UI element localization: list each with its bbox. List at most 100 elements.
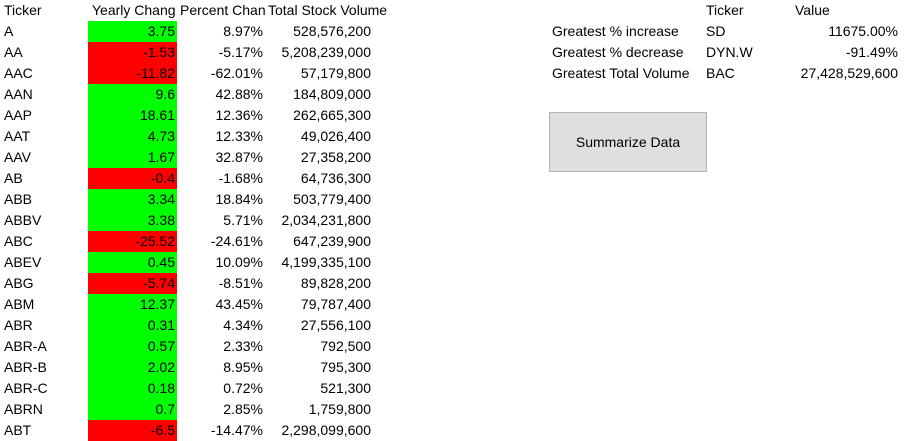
header-total-stock-volume: Total Stock Volume bbox=[268, 2, 388, 18]
header-yearly-change: Yearly Chang bbox=[92, 2, 176, 18]
percent-change-cell: 32.87% bbox=[215, 149, 263, 165]
table-row: ABR-C 0.18 0.72% 521,300 bbox=[0, 378, 380, 399]
yearly-change-cell: 0.57 bbox=[88, 336, 177, 357]
summary-ticker-greatest-volume: BAC bbox=[706, 65, 735, 81]
total-volume-cell: 27,358,200 bbox=[300, 149, 371, 165]
header-percent-change: Percent Chan bbox=[180, 2, 266, 18]
total-volume-cell: 262,665,300 bbox=[293, 107, 371, 123]
summary-value-greatest-decrease: -91.49% bbox=[845, 44, 898, 60]
percent-change-cell: -1.68% bbox=[218, 170, 263, 186]
total-volume-cell: 27,556,100 bbox=[300, 317, 371, 333]
summary-label-greatest-decrease: Greatest % decrease bbox=[552, 44, 684, 60]
table-row: ABEV 0.45 10.09% 4,199,335,100 bbox=[0, 252, 380, 273]
summary-value-greatest-increase: 11675.00% bbox=[828, 23, 898, 39]
percent-change-cell: -14.47% bbox=[210, 422, 263, 438]
ticker-cell: ABR-B bbox=[4, 359, 47, 375]
table-row: ABRN 0.7 2.85% 1,759,800 bbox=[0, 399, 380, 420]
percent-change-cell: -5.17% bbox=[218, 44, 263, 60]
percent-change-cell: 0.72% bbox=[223, 380, 263, 396]
table-row: AB -0.4 -1.68% 64,736,300 bbox=[0, 168, 380, 189]
yearly-change-cell: -11.82 bbox=[88, 63, 177, 84]
table-row: ABR-B 2.02 8.95% 795,300 bbox=[0, 357, 380, 378]
yearly-change-cell: 3.75 bbox=[88, 21, 177, 42]
yearly-change-cell: -0.4 bbox=[88, 168, 177, 189]
ticker-cell: AAV bbox=[4, 149, 31, 165]
summary-header-ticker: Ticker bbox=[706, 2, 744, 18]
ticker-cell: ABG bbox=[4, 275, 34, 291]
summary-ticker-greatest-increase: SD bbox=[706, 23, 726, 39]
table-row: AAC -11.82 -62.01% 57,179,800 bbox=[0, 63, 380, 84]
total-volume-cell: 5,208,239,000 bbox=[281, 44, 371, 60]
total-volume-cell: 4,199,335,100 bbox=[281, 254, 371, 270]
percent-change-cell: 18.84% bbox=[215, 191, 263, 207]
ticker-cell: AA bbox=[4, 44, 23, 60]
table-row: A 3.75 8.97% 528,576,200 bbox=[0, 21, 380, 42]
percent-change-cell: 8.95% bbox=[223, 359, 263, 375]
percent-change-cell: 12.33% bbox=[215, 128, 263, 144]
yearly-change-cell: 0.31 bbox=[88, 315, 177, 336]
table-row: AAN 9.6 42.88% 184,809,000 bbox=[0, 84, 380, 105]
table-row: ABT -6.5 -14.47% 2,298,099,600 bbox=[0, 420, 380, 441]
table-row: AAT 4.73 12.33% 49,026,400 bbox=[0, 126, 380, 147]
total-volume-cell: 521,300 bbox=[320, 380, 371, 396]
total-volume-cell: 2,298,099,600 bbox=[281, 422, 371, 438]
header-ticker: Ticker bbox=[4, 2, 42, 18]
yearly-change-cell: 12.37 bbox=[88, 294, 177, 315]
yearly-change-cell: -1.53 bbox=[88, 42, 177, 63]
percent-change-cell: 42.88% bbox=[215, 86, 263, 102]
total-volume-cell: 792,500 bbox=[320, 338, 371, 354]
ticker-cell: AAT bbox=[4, 128, 31, 144]
ticker-cell: ABEV bbox=[4, 254, 42, 270]
total-volume-cell: 795,300 bbox=[320, 359, 371, 375]
ticker-cell: ABRN bbox=[4, 401, 43, 417]
percent-change-cell: -62.01% bbox=[210, 65, 263, 81]
yearly-change-cell: -25.52 bbox=[88, 231, 177, 252]
ticker-cell: ABM bbox=[4, 296, 35, 312]
yearly-change-cell: 18.61 bbox=[88, 105, 177, 126]
yearly-change-cell: 3.34 bbox=[88, 189, 177, 210]
yearly-change-cell: 3.38 bbox=[88, 210, 177, 231]
yearly-change-cell: 0.45 bbox=[88, 252, 177, 273]
total-volume-cell: 1,759,800 bbox=[308, 401, 371, 417]
total-volume-cell: 2,034,231,800 bbox=[281, 212, 371, 228]
table-row: ABBV 3.38 5.71% 2,034,231,800 bbox=[0, 210, 380, 231]
percent-change-cell: 4.34% bbox=[223, 317, 263, 333]
yearly-change-cell: 1.67 bbox=[88, 147, 177, 168]
table-row: ABR-A 0.57 2.33% 792,500 bbox=[0, 336, 380, 357]
total-volume-cell: 503,779,400 bbox=[293, 191, 371, 207]
summary-label-greatest-volume: Greatest Total Volume bbox=[552, 65, 690, 81]
total-volume-cell: 57,179,800 bbox=[300, 65, 371, 81]
summary-value-greatest-volume: 27,428,529,600 bbox=[800, 65, 898, 81]
yearly-change-cell: 0.18 bbox=[88, 378, 177, 399]
table-row: AAV 1.67 32.87% 27,358,200 bbox=[0, 147, 380, 168]
total-volume-cell: 647,239,900 bbox=[293, 233, 371, 249]
total-volume-cell: 528,576,200 bbox=[293, 23, 371, 39]
ticker-cell: ABT bbox=[4, 422, 32, 438]
table-row: ABG -5.74 -8.51% 89,828,200 bbox=[0, 273, 380, 294]
ticker-cell: ABBV bbox=[4, 212, 42, 228]
summary-label-greatest-increase: Greatest % increase bbox=[552, 23, 679, 39]
percent-change-cell: 2.33% bbox=[223, 338, 263, 354]
yearly-change-cell: -5.74 bbox=[88, 273, 177, 294]
total-volume-cell: 79,787,400 bbox=[300, 296, 371, 312]
percent-change-cell: 43.45% bbox=[215, 296, 263, 312]
table-row: ABB 3.34 18.84% 503,779,400 bbox=[0, 189, 380, 210]
summary-header-value: Value bbox=[795, 2, 830, 18]
total-volume-cell: 184,809,000 bbox=[293, 86, 371, 102]
table-row: ABR 0.31 4.34% 27,556,100 bbox=[0, 315, 380, 336]
total-volume-cell: 64,736,300 bbox=[300, 170, 371, 186]
percent-change-cell: 5.71% bbox=[223, 212, 263, 228]
percent-change-cell: 2.85% bbox=[223, 401, 263, 417]
summary-ticker-greatest-decrease: DYN.W bbox=[706, 44, 753, 60]
table-row: ABM 12.37 43.45% 79,787,400 bbox=[0, 294, 380, 315]
yearly-change-cell: 2.02 bbox=[88, 357, 177, 378]
percent-change-cell: 10.09% bbox=[215, 254, 263, 270]
percent-change-cell: -24.61% bbox=[210, 233, 263, 249]
percent-change-cell: 8.97% bbox=[223, 23, 263, 39]
ticker-cell: ABR bbox=[4, 317, 33, 333]
table-row: AAP 18.61 12.36% 262,665,300 bbox=[0, 105, 380, 126]
table-row: ABC -25.52 -24.61% 647,239,900 bbox=[0, 231, 380, 252]
summarize-data-button[interactable]: Summarize Data bbox=[549, 112, 707, 172]
yearly-change-cell: 0.7 bbox=[88, 399, 177, 420]
ticker-cell: AAC bbox=[4, 65, 33, 81]
